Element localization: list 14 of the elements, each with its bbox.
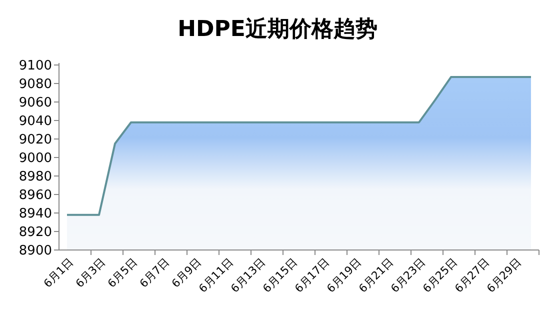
y-tick-label: 8960 bbox=[18, 188, 52, 204]
y-tick-label: 8980 bbox=[18, 170, 52, 185]
x-tick-label: 6月3日 bbox=[73, 256, 108, 290]
y-tick-label: 9000 bbox=[18, 151, 52, 166]
chart-title: HDPE近期价格趋势 bbox=[178, 17, 378, 42]
y-tick-label: 9040 bbox=[18, 114, 52, 130]
y-tick-label: 8920 bbox=[18, 225, 52, 240]
x-tick-label: 6月5日 bbox=[105, 256, 140, 290]
y-tick-label: 9060 bbox=[18, 96, 52, 111]
y-tick-label: 9080 bbox=[18, 77, 52, 92]
y-tick-label: 9100 bbox=[18, 58, 52, 74]
y-tick-label: 8940 bbox=[18, 206, 52, 222]
y-tick-label: 9020 bbox=[18, 132, 52, 148]
x-tick-label: 6月7日 bbox=[137, 256, 172, 290]
